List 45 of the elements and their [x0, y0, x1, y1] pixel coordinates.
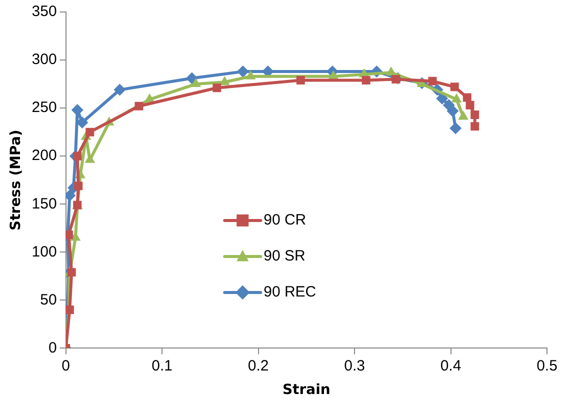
y-tick-label: 350	[32, 3, 57, 20]
point	[450, 82, 459, 92]
y-tick-label: 0	[48, 339, 57, 356]
y-tick-label: 300	[32, 51, 57, 68]
point	[428, 76, 437, 86]
x-tick-label: 0.4	[440, 357, 462, 374]
point	[114, 84, 126, 96]
point	[451, 93, 462, 102]
point	[392, 75, 400, 84]
point	[470, 110, 480, 120]
legend-label: 90 SR	[264, 248, 306, 265]
point	[458, 110, 468, 120]
point	[66, 230, 73, 240]
point	[186, 72, 198, 84]
legend-label: 90 CR	[264, 212, 306, 229]
point	[245, 70, 256, 80]
point	[462, 93, 472, 102]
point	[450, 122, 462, 134]
point	[236, 66, 249, 78]
point	[212, 84, 222, 92]
y-axis-title: Stress (MPa)	[8, 130, 24, 230]
point	[362, 76, 370, 84]
point	[296, 76, 305, 84]
point	[466, 100, 474, 110]
legend-label: 90 REC	[264, 284, 316, 301]
y-tick-label: 150	[32, 195, 57, 212]
point	[446, 104, 459, 117]
point	[134, 102, 144, 110]
x-tick-label: 0.1	[152, 357, 172, 374]
point	[71, 104, 84, 116]
y-tick-label: 100	[32, 243, 57, 260]
point	[190, 78, 201, 88]
x-tick-label: 0	[62, 357, 70, 374]
point	[73, 152, 82, 160]
y-tick-label: 250	[32, 99, 57, 116]
point	[74, 182, 83, 190]
point	[219, 76, 230, 86]
x-tick-label: 0.2	[248, 357, 269, 374]
x-axis-title: Strain	[282, 382, 330, 398]
point	[86, 128, 94, 136]
y-tick-label: 50	[40, 291, 57, 308]
x-tick-label: 0.5	[536, 357, 558, 374]
y-tick-label: 200	[32, 147, 57, 164]
point	[470, 122, 480, 131]
x-tick-label: 0.3	[344, 357, 365, 374]
